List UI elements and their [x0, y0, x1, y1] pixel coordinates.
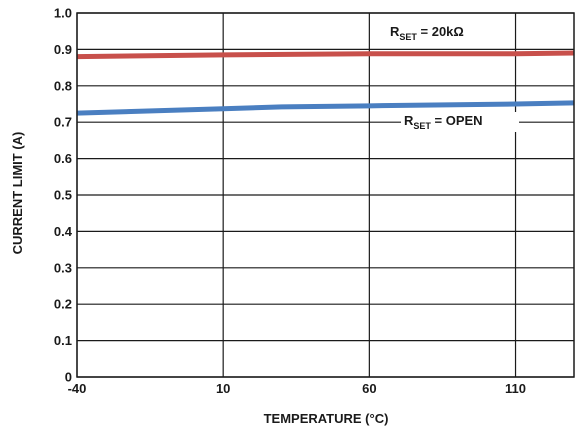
x-tick-label: 60: [362, 381, 376, 396]
series-label-2: RSET = OPEN: [404, 113, 483, 131]
grid-lines: [76, 12, 574, 378]
x-axis-title: TEMPERATURE (°C): [264, 411, 389, 426]
y-tick-label: 0: [65, 370, 72, 385]
y-axis-title: CURRENT LIMIT (A): [10, 132, 25, 255]
y-tick-label: 0.7: [54, 115, 72, 130]
y-tick-label: 0.6: [54, 151, 72, 166]
y-tick-label: 0.3: [54, 260, 72, 275]
y-tick-label: 0.8: [54, 78, 72, 93]
x-tick-labels: -40 10 60 110: [68, 381, 526, 396]
x-tick-label: -40: [68, 381, 87, 396]
y-tick-label: 0.5: [54, 188, 72, 203]
x-tick-label: 110: [505, 381, 526, 396]
series-line-1: [76, 50, 575, 60]
y-tick-label: 0.1: [54, 333, 72, 348]
y-tick-label: 0.4: [54, 224, 73, 239]
x-tick-label: 10: [216, 381, 230, 396]
y-tick-label: 1.0: [54, 6, 72, 21]
y-tick-label: 0.9: [54, 42, 72, 57]
series-labels: RSET = 20kΩ RSET = OPEN: [390, 24, 519, 132]
series-line-2: [76, 100, 575, 116]
y-tick-label: 0.2: [54, 297, 72, 312]
series-label-1: RSET = 20kΩ: [390, 24, 464, 42]
y-tick-labels: 0 0.1 0.2 0.3 0.4 0.5 0.6 0.7 0.8 0.9 1.0: [54, 6, 73, 385]
series-label-background: [401, 112, 519, 132]
series-lines: [76, 50, 575, 116]
plot-frame: [76, 12, 575, 378]
